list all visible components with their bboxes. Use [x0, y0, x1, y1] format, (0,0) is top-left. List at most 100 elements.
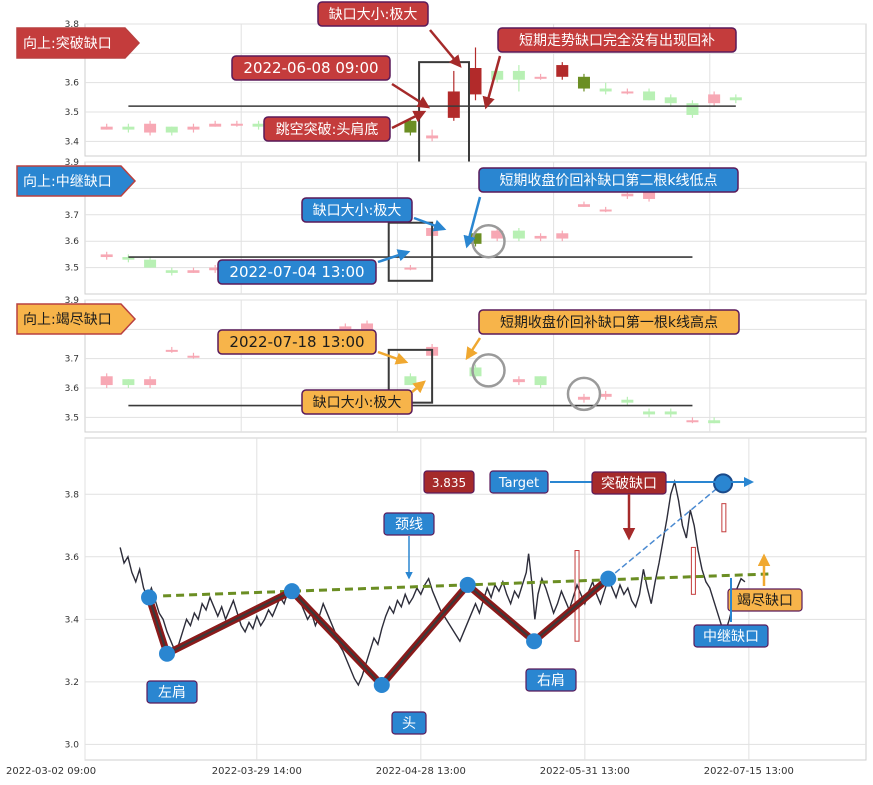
annotation-text: 2022-07-18 13:00 — [229, 333, 364, 351]
left-shoulder-label: 左肩 — [158, 685, 186, 701]
gap-type-tag — [16, 165, 137, 197]
candle-body — [577, 396, 590, 400]
candle-body — [621, 193, 634, 197]
candle-body — [165, 349, 178, 352]
annotation-arrow — [377, 249, 411, 264]
pivot-marker — [159, 645, 176, 662]
candle-body — [664, 411, 677, 415]
y-tick-label: 3.5 — [65, 264, 79, 274]
candle-body — [534, 235, 547, 239]
candle-body — [122, 379, 135, 386]
pivot-marker — [283, 583, 300, 600]
candle-body — [534, 76, 547, 79]
pivot-marker — [459, 576, 476, 593]
gap-box — [387, 221, 434, 282]
y-tick-label: 3.4 — [65, 615, 80, 625]
gap-range-bar — [721, 503, 727, 533]
gap-type-tag — [16, 27, 141, 59]
annotation-arrow — [463, 196, 482, 249]
target-label-box — [489, 470, 549, 494]
runaway-gap-label-box — [693, 624, 769, 648]
annotation-text: 缺口大小:极大 — [329, 7, 418, 23]
y-tick-label: 3.7 — [65, 211, 79, 221]
candle-body — [643, 91, 656, 101]
candle-body — [643, 191, 656, 199]
candle-body — [534, 376, 547, 386]
neckline-label: 颈线 — [395, 517, 423, 533]
annotation-text: 缺口大小:极大 — [313, 203, 402, 219]
annotation-arrow — [391, 110, 427, 130]
annotation-box — [301, 389, 413, 415]
pivot-marker — [600, 570, 617, 587]
candle-body — [664, 97, 677, 104]
candle-body — [122, 257, 135, 260]
pivot-marker — [373, 676, 390, 693]
annotation-box — [217, 259, 377, 285]
y-tick-label: 3.5 — [65, 413, 79, 423]
breakaway-gap-label: 突破缺口 — [601, 476, 657, 492]
candle-body — [187, 126, 200, 130]
runaway-gap-label: 中继缺口 — [703, 629, 759, 645]
panel-p2: 3.93.83.73.63.5向上:中继缺口缺口大小:极大2022-07-04 … — [16, 158, 867, 295]
annotation-text: 跳空突破:头肩底 — [276, 122, 379, 138]
panel-frame — [84, 161, 867, 295]
annotation-box — [478, 309, 740, 335]
candle-body — [100, 126, 113, 130]
candle-body — [165, 126, 178, 133]
candle-body — [361, 323, 374, 330]
right-shoulder-label-box — [525, 668, 577, 692]
annotation-arrow — [413, 216, 447, 232]
annotation-text: 2022-07-04 13:00 — [229, 263, 364, 281]
annotation-text: 短期收盘价回补缺口第二根k线低点 — [499, 172, 717, 189]
candle-body — [729, 97, 742, 101]
exhaustion-gap-label: 竭尽缺口 — [737, 593, 793, 609]
candle-body — [512, 379, 525, 383]
annotation-arrow — [411, 380, 426, 394]
annotation-arrow — [391, 82, 431, 109]
candle-body — [686, 420, 699, 423]
candle-body — [708, 420, 721, 424]
candle-body — [556, 233, 569, 239]
candle-body — [621, 399, 634, 403]
y-tick-label: 3.8 — [65, 490, 80, 500]
candle-body — [469, 68, 482, 95]
candle-body — [187, 355, 200, 358]
panel-p1: 3.83.73.63.53.4向上:突破缺口缺口大小:极大2022-06-08 … — [16, 1, 867, 166]
y-tick-label: 3.6 — [65, 237, 80, 247]
candle-body — [100, 376, 113, 386]
candle-body — [599, 88, 612, 92]
annotation-box — [217, 329, 377, 355]
candle-body — [708, 94, 721, 104]
candle-body — [686, 103, 699, 115]
candle-body — [209, 267, 222, 271]
x-tick-label: 2022-03-02 09:00 — [6, 766, 96, 777]
candle-body — [122, 126, 135, 130]
candle-body — [577, 204, 590, 207]
candle-body — [404, 267, 417, 270]
head-label-box — [391, 711, 427, 735]
candle-body — [230, 123, 243, 126]
pivot-marker — [141, 589, 158, 606]
target-label: Target — [498, 476, 539, 491]
head-label: 头 — [402, 716, 416, 732]
y-tick-label: 3.9 — [65, 158, 80, 168]
annotation-box — [478, 167, 739, 193]
candle-body — [447, 91, 460, 118]
right-shoulder-label: 右肩 — [537, 673, 565, 689]
target-value-label: 3.835 — [432, 476, 466, 490]
annotation-text: 短期走势缺口完全没有出现回补 — [519, 32, 715, 49]
x-tick-label: 2022-04-28 13:00 — [376, 766, 466, 777]
y-tick-label: 3.4 — [65, 137, 80, 147]
candle-body — [469, 367, 482, 377]
candle-body — [144, 259, 157, 268]
fill-marker-circle — [471, 353, 506, 388]
target-projection — [607, 482, 724, 580]
y-tick-label: 3.9 — [65, 296, 80, 306]
gap-type-label: 向上:竭尽缺口 — [23, 312, 112, 328]
candle-body — [187, 270, 200, 273]
gap-type-tag — [16, 303, 137, 335]
annotation-arrow — [482, 55, 502, 110]
pivot-marker — [526, 633, 543, 650]
